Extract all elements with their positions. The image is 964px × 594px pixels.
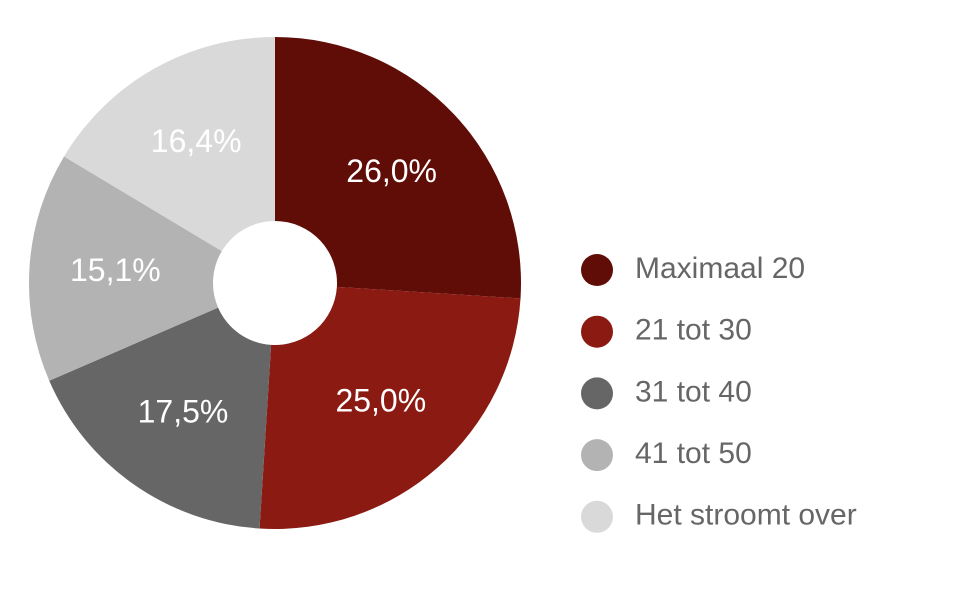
slice <box>64 36 276 252</box>
data-label: 26,0% <box>346 153 437 189</box>
data-label: 17,5% <box>138 393 229 429</box>
slice <box>28 156 222 381</box>
data-label: 25,0% <box>335 382 426 418</box>
slice <box>259 286 521 529</box>
data-label: 15,1% <box>70 252 161 288</box>
legend-label: Maximaal 20 <box>635 252 805 285</box>
legend-swatch <box>581 315 613 348</box>
legend-label: Het stroomt over <box>635 499 857 532</box>
legend-swatch <box>581 439 613 472</box>
legend-swatch <box>581 254 613 286</box>
legend-swatch <box>581 377 613 410</box>
data-label: 16,4% <box>151 123 242 159</box>
slice <box>275 37 522 299</box>
slice <box>49 307 272 529</box>
legend-label: 31 tot 40 <box>635 375 752 408</box>
legend-label: 41 tot 50 <box>635 437 752 470</box>
legend-label: 21 tot 30 <box>635 314 752 347</box>
legend-swatch <box>581 500 613 533</box>
